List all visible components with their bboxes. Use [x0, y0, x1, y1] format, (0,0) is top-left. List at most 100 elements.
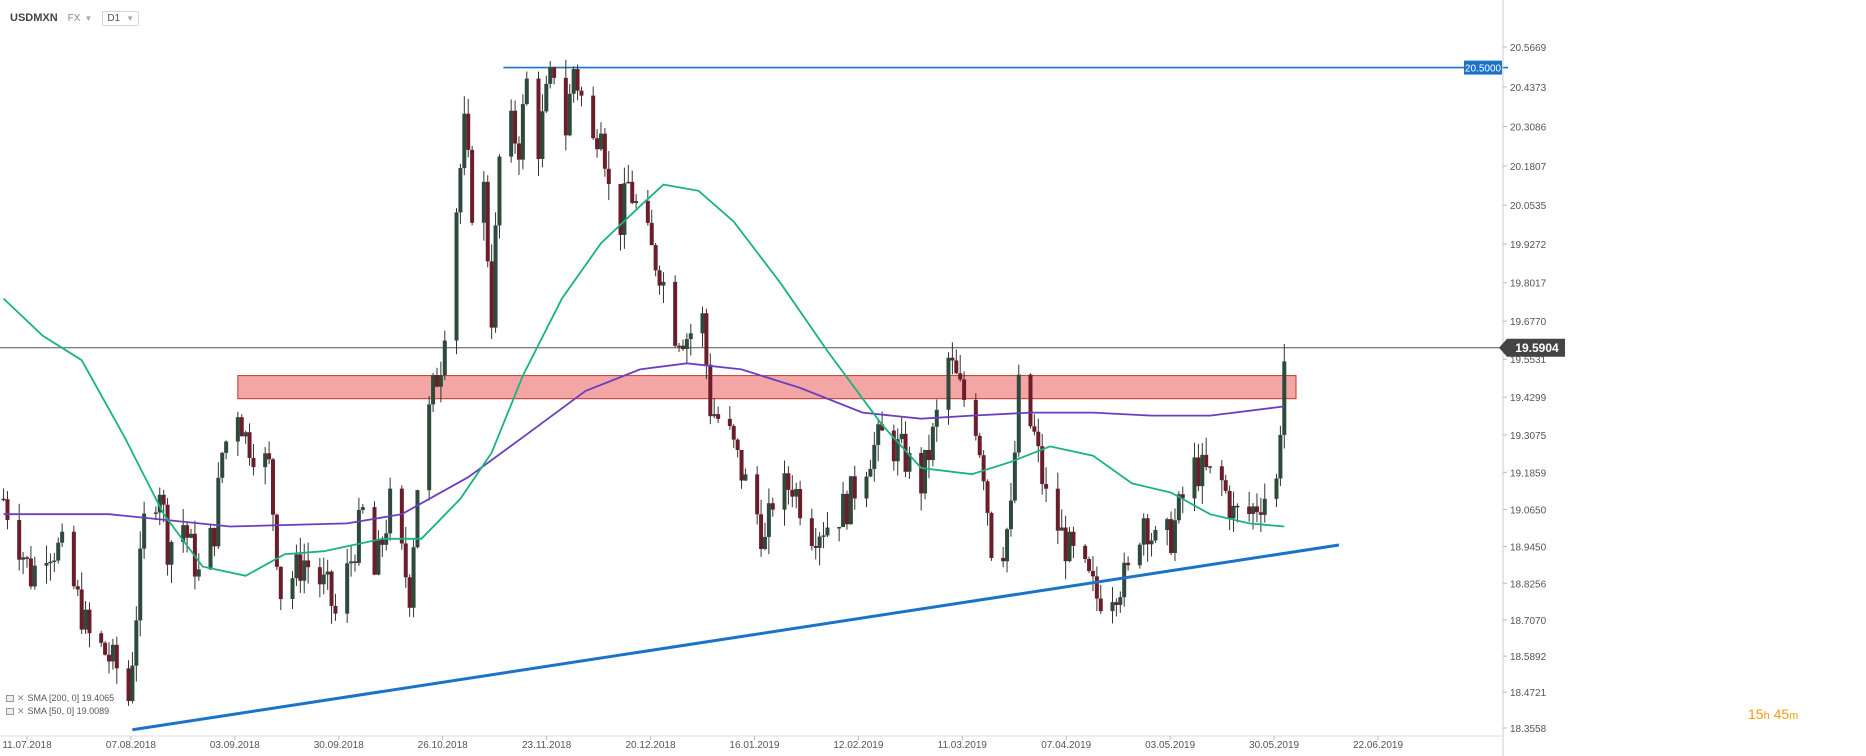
candle-body: [946, 357, 951, 410]
candle-body: [591, 95, 596, 139]
candle-body: [688, 333, 693, 340]
candle-body: [919, 453, 924, 494]
settings-icon[interactable]: [6, 708, 14, 715]
candle-body: [876, 424, 881, 445]
candle-body: [513, 110, 518, 144]
y-tick-label: 20.5669: [1510, 43, 1547, 54]
candle-body: [325, 571, 330, 575]
candle-body: [1282, 361, 1287, 435]
close-icon[interactable]: ✕: [17, 706, 25, 716]
candle-body: [731, 425, 736, 440]
candle-body: [825, 527, 830, 536]
y-tick-label: 19.1859: [1510, 468, 1547, 479]
x-tick-label: 03.09.2018: [210, 740, 260, 751]
candle-body: [345, 563, 350, 614]
candle-body: [399, 488, 404, 544]
timeframe-dropdown[interactable]: D1 ▼: [102, 10, 140, 26]
candle-body: [524, 78, 529, 105]
candle-body: [1141, 518, 1146, 545]
candle-body: [263, 453, 268, 468]
market-label: FX: [67, 12, 81, 24]
candle-body: [216, 477, 221, 547]
candle-body: [427, 404, 432, 491]
y-tick-label: 18.4721: [1510, 688, 1547, 699]
candle-body: [716, 414, 721, 419]
candle-body: [388, 488, 393, 534]
candle-body: [544, 83, 549, 112]
candle-body: [333, 605, 338, 614]
candle-body: [579, 90, 584, 96]
countdown-hours: 15: [1748, 706, 1764, 722]
candle-body: [962, 379, 967, 400]
candle-body: [1227, 490, 1232, 519]
symbol-label[interactable]: USDMXN: [10, 12, 58, 24]
market-dropdown[interactable]: FX ▼: [68, 13, 93, 24]
x-tick-label: 30.05.2019: [1249, 740, 1299, 751]
candle-body: [485, 181, 490, 262]
candle-body: [1247, 506, 1252, 514]
candle-body: [161, 494, 166, 505]
y-tick-label: 20.3086: [1510, 123, 1547, 134]
candle-body: [872, 444, 877, 469]
candle-body: [798, 489, 803, 519]
candle-body: [762, 536, 767, 549]
candle-body: [598, 133, 603, 150]
candle-body: [21, 557, 26, 560]
candle-body: [981, 455, 986, 482]
y-tick-label: 19.9272: [1510, 240, 1547, 251]
candle-body: [704, 313, 709, 365]
y-tick-label: 18.7070: [1510, 616, 1547, 627]
candle-body: [431, 374, 436, 405]
candle-body: [1235, 505, 1240, 508]
candle-body: [575, 69, 580, 91]
candle-body: [786, 473, 791, 490]
candle-body: [923, 449, 928, 494]
candle-body: [103, 642, 108, 655]
candle-body: [130, 665, 135, 701]
candle-body: [298, 554, 303, 581]
trendline[interactable]: [132, 543, 1340, 732]
candle-body: [126, 668, 131, 701]
x-tick-label: 22.06.2019: [1353, 740, 1403, 751]
candle-body: [657, 270, 662, 286]
candle-body: [661, 281, 666, 286]
candle-body: [28, 558, 33, 587]
candle-body: [1165, 519, 1170, 531]
candle-body: [950, 357, 955, 361]
candle-body: [380, 539, 385, 545]
candle-body: [79, 589, 84, 630]
y-tick-label: 19.8017: [1510, 279, 1547, 290]
level-tag: 20.5000: [1464, 60, 1502, 75]
candle-body: [114, 644, 119, 669]
candle-body: [17, 520, 22, 560]
close-icon[interactable]: ✕: [17, 693, 25, 703]
candle-body: [106, 654, 111, 662]
y-tick-label: 19.6770: [1510, 317, 1547, 328]
candle-body: [1176, 494, 1181, 521]
candle-body: [926, 449, 931, 461]
candle-body: [493, 225, 498, 328]
candle-body: [864, 476, 869, 499]
candle-body: [548, 67, 553, 84]
candle-body: [329, 571, 334, 606]
legend-sma200-label: SMA [200, 0] 19.4065: [27, 693, 115, 703]
candle-body: [454, 212, 459, 341]
candle-body: [895, 439, 900, 462]
candle-body: [1036, 431, 1041, 447]
candle-body: [224, 441, 229, 453]
x-tick-label: 07.04.2019: [1041, 740, 1091, 751]
candle-body: [1223, 480, 1228, 491]
candle-body: [1251, 506, 1256, 514]
candle-body: [766, 503, 771, 537]
candle-body: [571, 69, 576, 94]
chevron-down-icon: ▼: [126, 13, 135, 23]
candle-body: [87, 609, 92, 634]
candle-body: [1137, 544, 1142, 566]
candle-body: [735, 439, 740, 450]
candle-body: [1110, 602, 1115, 612]
candle-body: [813, 545, 818, 548]
candle-body: [243, 432, 248, 437]
countdown-m: m: [1789, 710, 1799, 722]
settings-icon[interactable]: [6, 695, 14, 702]
